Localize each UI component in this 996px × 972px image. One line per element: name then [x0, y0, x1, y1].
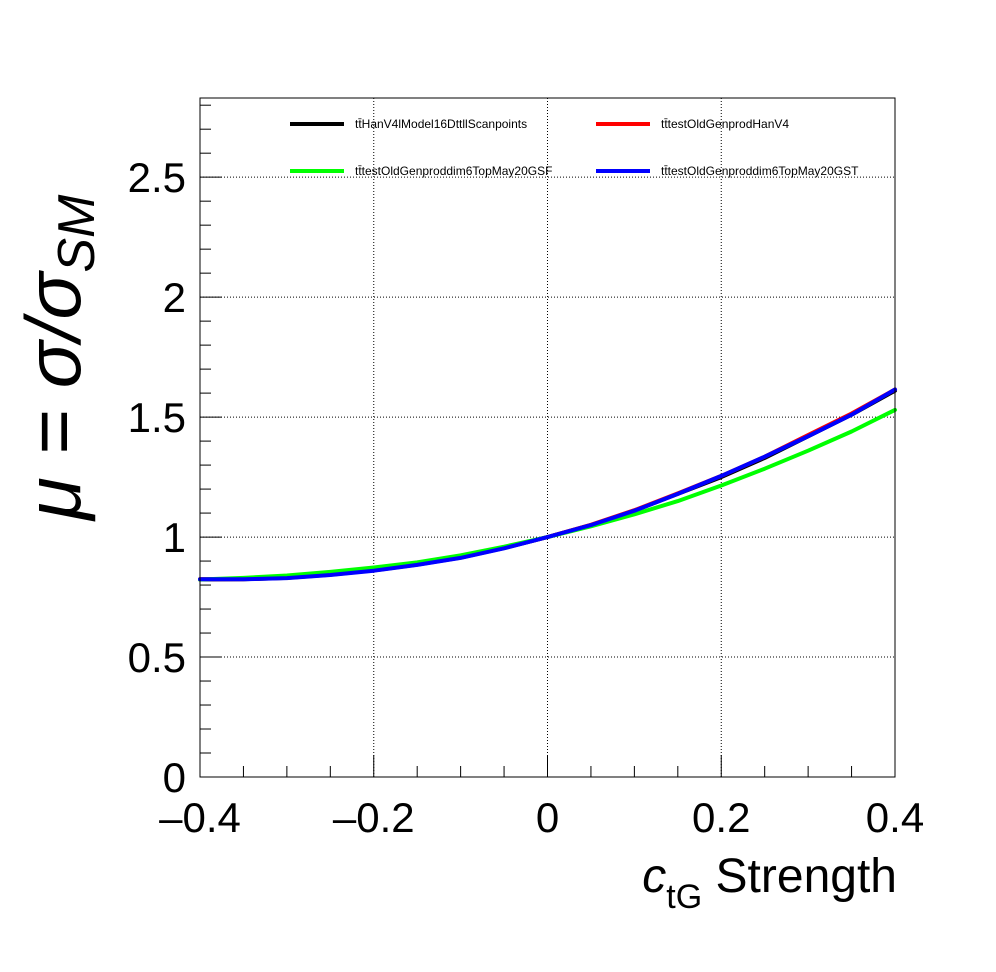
plot-frame	[199, 97, 896, 778]
minor-ticks	[199, 104, 896, 778]
legend-label: tt̄testOldGenprodHanV4	[661, 117, 789, 131]
x-tick-label: –0.4	[159, 794, 241, 841]
y-tick-label: 2	[163, 274, 186, 321]
x-tick-labels: –0.4 –0.2 0 0.2 0.4	[159, 794, 924, 841]
series-lines	[198, 387, 897, 582]
y-tick-label: 1.5	[128, 394, 186, 441]
series-line	[198, 387, 897, 582]
y-tick-labels: 0 0.5 1 1.5 2 2.5	[128, 154, 186, 801]
x-tick-label: 0.2	[692, 794, 750, 841]
legend-label: tt̄HanV4lModel16DttllScanpoints	[355, 117, 527, 131]
x-tick-label: –0.2	[333, 794, 415, 841]
legend: tt̄HanV4lModel16DttllScanpoints tt̄testOl…	[290, 117, 859, 178]
x-axis-title: ctG Strength	[642, 850, 897, 916]
y-tick-label: 0	[163, 754, 186, 801]
y-tick-label: 1	[163, 514, 186, 561]
legend-label: tt̄testOldGenproddim6TopMay20GSF	[355, 164, 552, 178]
grid-lines	[200, 98, 895, 777]
y-tick-label: 2.5	[128, 154, 186, 201]
x-tick-label: 0.4	[866, 794, 924, 841]
y-axis-title: μ = σ/σSM	[9, 194, 106, 522]
legend-label: tt̄testOldGenproddim6TopMay20GST	[661, 164, 859, 178]
y-tick-label: 0.5	[128, 634, 186, 681]
x-tick-label: 0	[536, 794, 559, 841]
